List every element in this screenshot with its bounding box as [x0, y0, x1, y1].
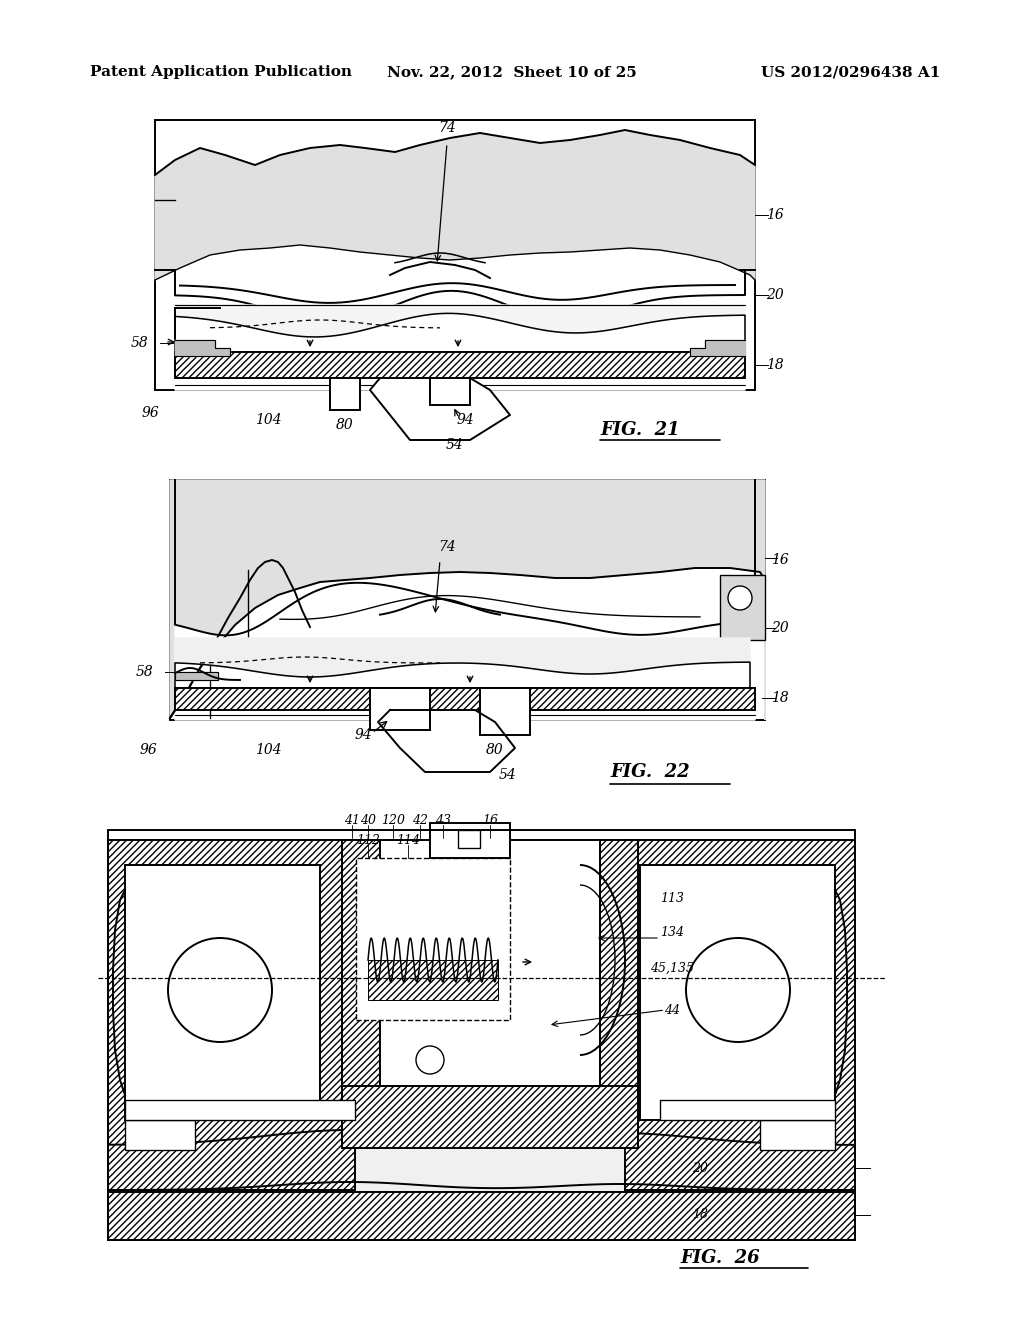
Text: 42: 42: [412, 813, 428, 826]
Bar: [458, 830, 480, 847]
Polygon shape: [175, 271, 745, 389]
Text: 74: 74: [438, 121, 456, 135]
Bar: [720, 576, 765, 640]
Text: 74: 74: [438, 540, 456, 554]
Bar: [155, 120, 755, 389]
Polygon shape: [155, 129, 755, 280]
Polygon shape: [370, 378, 510, 440]
Text: 113: 113: [660, 891, 684, 904]
Bar: [430, 378, 470, 405]
Text: 94: 94: [354, 729, 372, 742]
Circle shape: [686, 939, 790, 1041]
Polygon shape: [175, 638, 750, 688]
Text: FIG.  21: FIG. 21: [600, 421, 680, 440]
Bar: [170, 480, 765, 719]
Bar: [640, 865, 835, 1119]
Text: 104: 104: [255, 743, 282, 756]
Text: 16: 16: [771, 553, 788, 568]
Bar: [368, 960, 498, 1001]
Text: 120: 120: [381, 813, 406, 826]
Bar: [330, 378, 360, 411]
Bar: [625, 840, 855, 1191]
Text: 18: 18: [766, 358, 784, 372]
Bar: [342, 840, 380, 1148]
Text: 43: 43: [435, 813, 451, 826]
Bar: [175, 352, 745, 378]
Text: 18: 18: [771, 690, 788, 705]
Text: 16: 16: [482, 813, 498, 826]
Text: 58: 58: [136, 665, 154, 678]
Text: 40: 40: [360, 813, 376, 826]
Text: 20: 20: [766, 288, 784, 302]
Bar: [760, 1119, 835, 1150]
Bar: [110, 1144, 853, 1192]
Bar: [380, 840, 600, 1086]
Text: 20: 20: [692, 1162, 708, 1175]
Bar: [370, 688, 430, 730]
Bar: [660, 1100, 835, 1119]
Text: US 2012/0296438 A1: US 2012/0296438 A1: [761, 65, 940, 79]
Bar: [125, 1119, 195, 1150]
Text: Patent Application Publication: Patent Application Publication: [90, 65, 352, 79]
Polygon shape: [175, 672, 218, 680]
Text: FIG.  22: FIG. 22: [610, 763, 689, 781]
Bar: [108, 1191, 855, 1239]
Bar: [342, 1086, 638, 1148]
Text: 96: 96: [141, 407, 159, 420]
Polygon shape: [378, 710, 515, 772]
Text: 134: 134: [660, 925, 684, 939]
Text: Nov. 22, 2012  Sheet 10 of 25: Nov. 22, 2012 Sheet 10 of 25: [387, 65, 637, 79]
Circle shape: [728, 586, 752, 610]
Circle shape: [168, 939, 272, 1041]
Polygon shape: [108, 1130, 855, 1192]
Text: 45,135: 45,135: [650, 961, 694, 974]
Bar: [356, 858, 510, 1020]
Circle shape: [416, 1045, 444, 1074]
Polygon shape: [690, 341, 745, 356]
Polygon shape: [175, 341, 230, 356]
Text: 114: 114: [396, 833, 420, 846]
Text: 80: 80: [336, 418, 354, 432]
Text: 41: 41: [344, 813, 360, 826]
Text: 112: 112: [356, 833, 380, 846]
Bar: [600, 840, 638, 1148]
Text: 44: 44: [664, 1003, 680, 1016]
Text: 94: 94: [456, 413, 474, 426]
Text: 58: 58: [131, 337, 148, 350]
Text: 104: 104: [255, 413, 282, 426]
Text: 96: 96: [139, 743, 157, 756]
Bar: [108, 840, 355, 1191]
Bar: [430, 822, 510, 858]
Text: 18: 18: [692, 1209, 708, 1221]
Text: 16: 16: [766, 209, 784, 222]
Text: 80: 80: [486, 743, 504, 756]
Bar: [175, 688, 755, 710]
Polygon shape: [170, 480, 765, 719]
Bar: [125, 1100, 355, 1119]
Polygon shape: [175, 305, 745, 352]
Text: FIG.  26: FIG. 26: [680, 1249, 760, 1267]
Polygon shape: [175, 480, 755, 719]
Text: 54: 54: [446, 438, 464, 451]
Bar: [125, 865, 319, 1119]
Text: 20: 20: [771, 620, 788, 635]
Bar: [480, 688, 530, 735]
Text: 54: 54: [499, 768, 517, 781]
